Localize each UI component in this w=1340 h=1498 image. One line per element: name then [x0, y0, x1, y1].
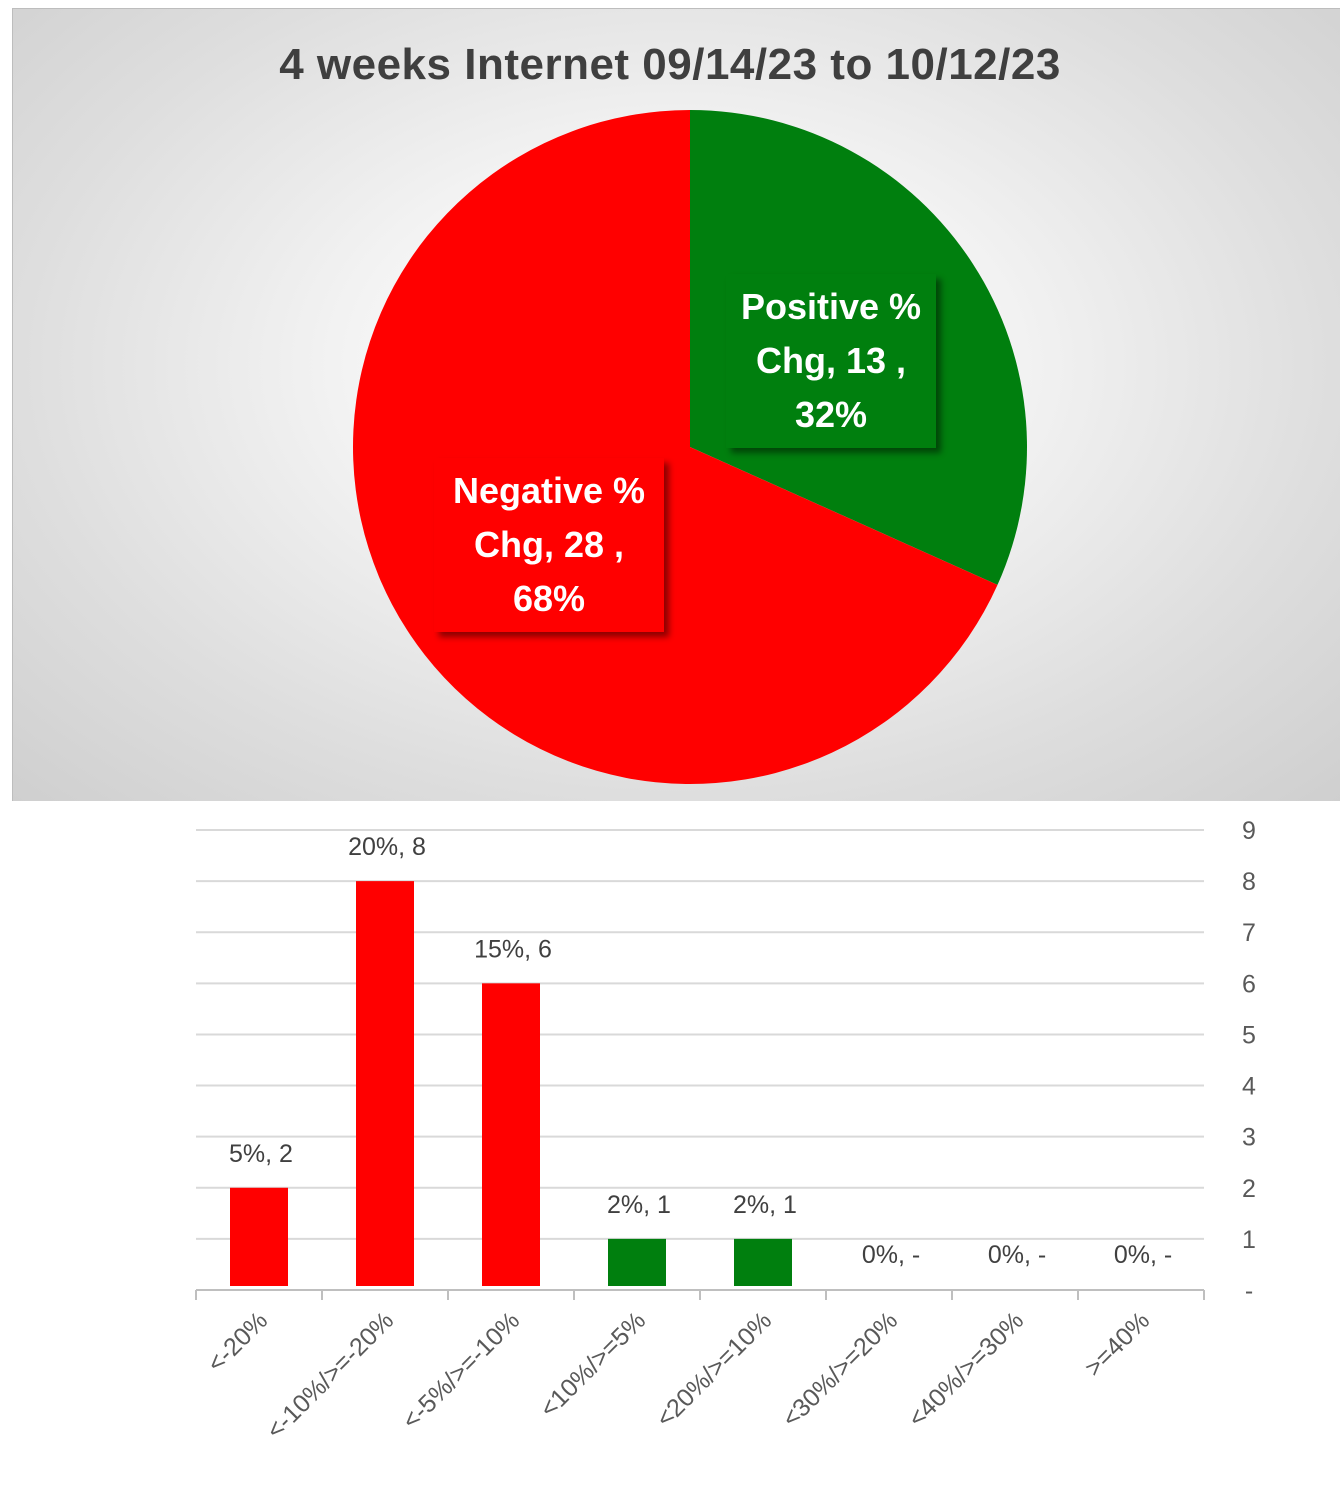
x-category-label: <-5%/>=-10% — [397, 1306, 525, 1434]
bar-1 — [356, 881, 414, 1286]
pie-label-positive-line2: Chg, 13 , — [755, 340, 907, 381]
y-tick-label: 3 — [1242, 1124, 1256, 1152]
y-axis-ticks: - 1 2 3 4 5 6 7 8 9 — [1242, 817, 1256, 1305]
y-tick-label: 7 — [1242, 919, 1256, 947]
bar-data-label: 15%, 6 — [474, 935, 552, 963]
x-category-label: >=40% — [1079, 1306, 1155, 1382]
bar-data-label: 20%, 8 — [348, 833, 426, 861]
pie-chart-title: 4 weeks Internet 09/14/23 to 10/12/23 — [279, 40, 1061, 89]
bar-data-label: 0%, - — [862, 1241, 920, 1269]
x-category-label: <20%/>=10% — [651, 1306, 777, 1432]
bar-data-label: 0%, - — [988, 1241, 1046, 1269]
x-category-label: <40%/>=30% — [903, 1306, 1029, 1432]
x-category-label: <10%/>=5% — [535, 1306, 652, 1423]
pie-label-negative-line1: Negative % — [452, 470, 646, 511]
bar-data-label: 2%, 1 — [607, 1191, 671, 1219]
y-tick-label: 4 — [1242, 1073, 1256, 1101]
pie-label-negative-line2: Chg, 28 , — [473, 524, 625, 565]
bar-2 — [482, 983, 540, 1286]
bar-3 — [608, 1238, 666, 1286]
y-tick-label: 5 — [1242, 1021, 1256, 1049]
bar-gridlines — [195, 829, 1205, 1300]
y-tick-label: 8 — [1242, 868, 1256, 896]
y-tick-label: 1 — [1242, 1226, 1256, 1254]
bar-data-labels: 5%, 2 20%, 8 15%, 6 2%, 1 2%, 1 0%, - 0%, - 0%,… — [229, 833, 1172, 1269]
pie-label-negative-line3: 68% — [512, 578, 586, 619]
y-tick-label: 6 — [1242, 970, 1256, 998]
x-axis-categories: <-20%<-10%/>=-20%<-5%/>=-10% <10%/>=5% <20… — [202, 1306, 1155, 1444]
pie-label-negative: Negative % Chg, 28 , 68% — [434, 458, 664, 632]
bar-data-label: 5%, 2 — [229, 1140, 293, 1168]
y-tick-label: 2 — [1242, 1175, 1256, 1203]
y-tick-label: - — [1245, 1277, 1253, 1305]
x-category-label: <-20% — [202, 1306, 273, 1377]
pie-label-positive: Positive % Chg, 13 , 32% — [726, 274, 936, 448]
bar-data-label: 0%, - — [1114, 1241, 1172, 1269]
y-tick-label: 9 — [1242, 817, 1256, 845]
bar-series — [230, 881, 792, 1286]
pie-label-positive-line1: Positive % — [740, 286, 922, 327]
x-category-label: <-10%/>=-20% — [261, 1306, 399, 1444]
bar-data-label: 2%, 1 — [733, 1191, 797, 1219]
bar-0 — [230, 1187, 288, 1286]
pie-label-positive-line3: 32% — [794, 394, 868, 435]
x-category-label: <30%/>=20% — [777, 1306, 903, 1432]
bar-4 — [734, 1238, 792, 1286]
